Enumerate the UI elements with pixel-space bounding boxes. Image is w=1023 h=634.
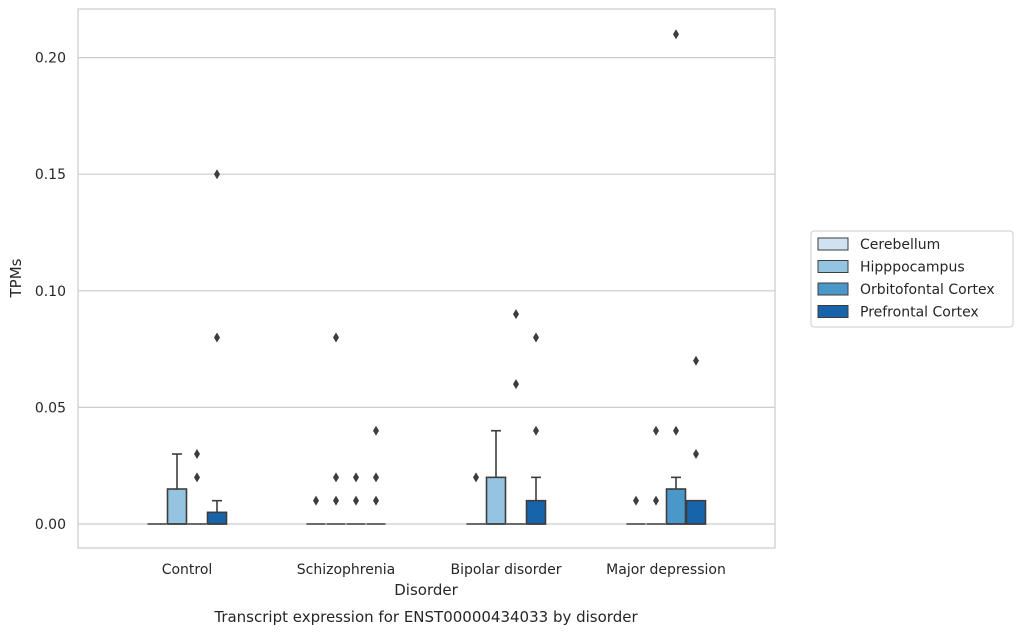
outlier-point	[373, 495, 379, 506]
outlier-point	[673, 29, 679, 40]
box-group	[166, 453, 188, 525]
legend-swatch	[817, 260, 849, 273]
box	[166, 488, 188, 525]
outlier-point	[693, 355, 699, 366]
box-group	[366, 425, 386, 525]
box-group	[525, 332, 547, 525]
outlier-point	[214, 169, 220, 180]
y-tick-label: 0.05	[35, 400, 66, 416]
box-group	[346, 472, 366, 525]
outlier-point	[533, 332, 539, 343]
box	[665, 488, 687, 525]
box-group	[626, 495, 646, 525]
outlier-point	[673, 425, 679, 436]
box-group	[685, 355, 707, 525]
x-tick-label: Control	[162, 562, 213, 578]
box-series	[147, 29, 707, 525]
box-group	[665, 29, 687, 525]
legend-label: Prefrontal Cortex	[860, 305, 979, 321]
outlier-point	[533, 425, 539, 436]
legend-swatch	[817, 237, 849, 251]
box-group	[506, 309, 526, 525]
chart-caption: Transcript expression for ENST0000043403…	[213, 608, 638, 626]
y-axis-ticks: 0.00 0.05 0.10 0.15 0.20	[35, 51, 66, 533]
legend-label: Hipppocampus	[860, 260, 965, 276]
plot-frame	[77, 8, 776, 549]
box-group	[485, 429, 507, 525]
box-group	[187, 449, 207, 525]
box	[685, 499, 707, 525]
plot-background	[78, 9, 775, 548]
x-tick-label: Schizophrenia	[297, 562, 395, 578]
box-group	[206, 169, 228, 525]
outlier-point	[633, 495, 639, 506]
legend-label: Orbitofontal Cortex	[860, 282, 995, 298]
legend: Cerebellum Hipppocampus Orbitofontal Corte…	[810, 230, 1014, 328]
y-tick-label: 0.10	[35, 284, 66, 300]
legend-frame	[810, 230, 1014, 328]
outlier-point	[333, 495, 339, 506]
outlier-point	[473, 472, 479, 483]
outlier-point	[353, 495, 359, 506]
x-axis-label: Disorder	[394, 581, 458, 599]
outlier-point	[313, 495, 319, 506]
outlier-point	[353, 472, 359, 483]
outlier-point	[693, 449, 699, 460]
box	[206, 511, 228, 525]
box-group	[466, 472, 486, 525]
box	[525, 499, 547, 525]
box-group	[326, 332, 346, 525]
y-axis-label: TPMs	[7, 258, 25, 298]
outlier-point	[194, 472, 200, 483]
x-axis-ticks: Control Schizophrenia Bipolar disorder Majo…	[162, 562, 726, 578]
y-tick-label: 0.20	[35, 51, 66, 67]
outlier-point	[373, 425, 379, 436]
outlier-point	[194, 449, 200, 460]
outlier-point	[653, 425, 659, 436]
legend-swatch	[817, 305, 849, 318]
outlier-point	[373, 472, 379, 483]
outlier-point	[333, 332, 339, 343]
box-group	[306, 495, 326, 525]
y-tick-label: 0.15	[35, 167, 66, 183]
outlier-point	[214, 332, 220, 343]
x-tick-label: Bipolar disorder	[450, 562, 561, 578]
outlier-point	[653, 495, 659, 506]
outlier-point	[513, 309, 519, 320]
legend-swatch	[817, 282, 849, 296]
outlier-point	[513, 379, 519, 390]
outlier-point	[333, 472, 339, 483]
box-group	[646, 425, 666, 525]
legend-label: Cerebellum	[860, 237, 940, 253]
y-tick-label: 0.00	[35, 517, 66, 533]
x-tick-label: Major depression	[606, 562, 726, 578]
box	[485, 476, 507, 525]
